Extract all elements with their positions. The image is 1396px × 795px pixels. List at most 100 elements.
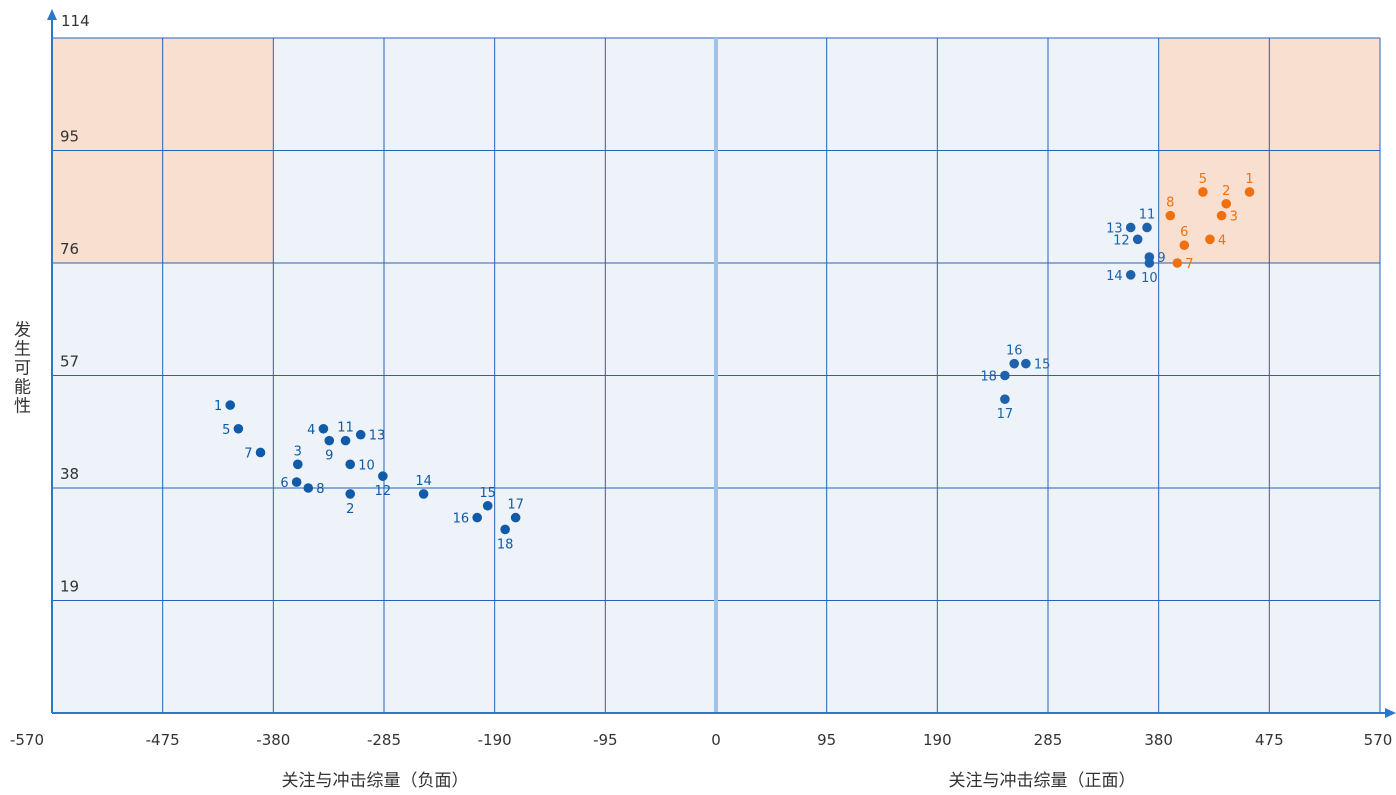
data-point-label: 9 <box>325 449 333 464</box>
data-point-label: 8 <box>1166 196 1174 211</box>
data-point <box>1165 210 1176 221</box>
data-point <box>345 459 356 470</box>
data-point <box>1000 394 1010 404</box>
x-tick-label: -475 <box>146 731 180 749</box>
data-point <box>472 512 482 523</box>
data-point-label: 10 <box>1141 271 1158 286</box>
x-tick-label: -570 <box>10 731 44 749</box>
data-point <box>324 435 335 446</box>
data-point <box>292 459 303 470</box>
x-tick-label: 0 <box>711 731 721 749</box>
data-point-label: 2 <box>346 502 354 517</box>
y-tick-label: 38 <box>60 465 79 483</box>
data-point-label: 16 <box>1006 344 1023 359</box>
data-point <box>1142 222 1152 233</box>
data-point-label: 1 <box>1245 172 1253 187</box>
data-point <box>1144 258 1155 268</box>
x-axis-arrow-icon <box>1385 708 1396 718</box>
data-point-label: 17 <box>507 498 524 513</box>
x-tick-label: -285 <box>367 731 401 749</box>
data-point-label: 5 <box>1199 172 1207 187</box>
data-point <box>378 471 388 481</box>
y-tick-labels: 114 95 76 57 38 19 <box>60 12 90 596</box>
data-point-label: 13 <box>369 429 386 444</box>
y-tick-label: 95 <box>60 128 79 146</box>
x-tick-label: -95 <box>593 731 618 749</box>
data-point-label: 1 <box>214 399 222 414</box>
data-point <box>1125 270 1136 280</box>
x-tick-labels: -570 -475 -380 -285 -190 -95 0 95 190 285 380 475 57… <box>10 731 1392 749</box>
data-point <box>1132 234 1143 245</box>
data-point <box>345 489 356 499</box>
data-point-label: 8 <box>316 482 324 497</box>
data-point <box>1021 358 1031 369</box>
data-point-label: 2 <box>1222 184 1230 199</box>
y-tick-label: 57 <box>60 353 79 371</box>
data-point-label: 14 <box>415 474 432 489</box>
x-tick-label: 95 <box>817 731 836 749</box>
data-points: 1234567891011121314151617181234567891011… <box>214 172 1255 552</box>
data-point-label: 6 <box>280 476 288 491</box>
x-axis-title-negative: 关注与冲击综量（负面） <box>282 771 469 791</box>
data-point-label: 6 <box>1180 225 1188 240</box>
data-point <box>482 500 493 511</box>
x-tick-label: 570 <box>1364 731 1393 749</box>
data-point <box>291 477 302 487</box>
data-point <box>1216 210 1227 221</box>
data-point-label: 12 <box>375 484 392 499</box>
data-point <box>500 524 510 535</box>
data-point-label: 4 <box>1218 233 1226 248</box>
data-point <box>1009 358 1020 369</box>
y-axis-arrow-icon <box>47 9 57 20</box>
data-point-label: 18 <box>497 537 514 552</box>
data-point-label: 18 <box>980 370 997 385</box>
data-point <box>1000 370 1010 381</box>
y-tick-label: 114 <box>61 12 90 30</box>
data-point-label: 14 <box>1106 269 1123 284</box>
y-axis-title: 发生可能性 <box>10 320 31 415</box>
data-point-label: 13 <box>1106 221 1123 236</box>
data-point <box>1172 258 1183 268</box>
data-point <box>1221 198 1232 209</box>
x-tick-label: 380 <box>1144 731 1173 749</box>
data-point <box>355 429 366 440</box>
data-point-label: 15 <box>479 486 496 501</box>
data-point-label: 3 <box>294 444 302 459</box>
x-tick-label: -190 <box>478 731 512 749</box>
data-point-label: 12 <box>1113 233 1130 248</box>
data-point <box>1244 187 1255 197</box>
data-point <box>1198 187 1208 197</box>
data-point <box>340 435 351 446</box>
data-point-label: 4 <box>307 423 315 438</box>
x-axis-title-positive: 关注与冲击综量（正面） <box>949 771 1136 791</box>
data-point-label: 15 <box>1034 358 1051 373</box>
data-point-label: 5 <box>222 423 230 438</box>
data-point-label: 10 <box>358 458 375 473</box>
data-point-label: 16 <box>453 512 470 527</box>
data-point <box>303 483 314 493</box>
data-point <box>1125 222 1136 233</box>
data-point <box>225 400 236 410</box>
data-point <box>1205 234 1215 245</box>
data-point <box>318 423 329 434</box>
data-point-label: 17 <box>997 407 1014 422</box>
x-tick-label: -380 <box>256 731 290 749</box>
data-point <box>1179 240 1190 251</box>
x-tick-label: 285 <box>1034 731 1063 749</box>
data-point-label: 9 <box>1157 251 1165 266</box>
data-point <box>255 447 266 458</box>
data-point-label: 11 <box>337 421 354 436</box>
data-point-label: 3 <box>1230 210 1238 225</box>
data-point <box>418 489 429 499</box>
data-point-label: 7 <box>244 446 252 461</box>
y-tick-label: 76 <box>60 240 79 258</box>
x-tick-label: 190 <box>923 731 952 749</box>
axes <box>47 9 1396 718</box>
data-point-label: 7 <box>1185 257 1193 272</box>
x-tick-label: 475 <box>1255 731 1284 749</box>
data-point <box>510 512 521 523</box>
data-point-label: 11 <box>1139 207 1156 222</box>
y-tick-label: 19 <box>60 578 79 596</box>
data-point <box>233 423 244 434</box>
